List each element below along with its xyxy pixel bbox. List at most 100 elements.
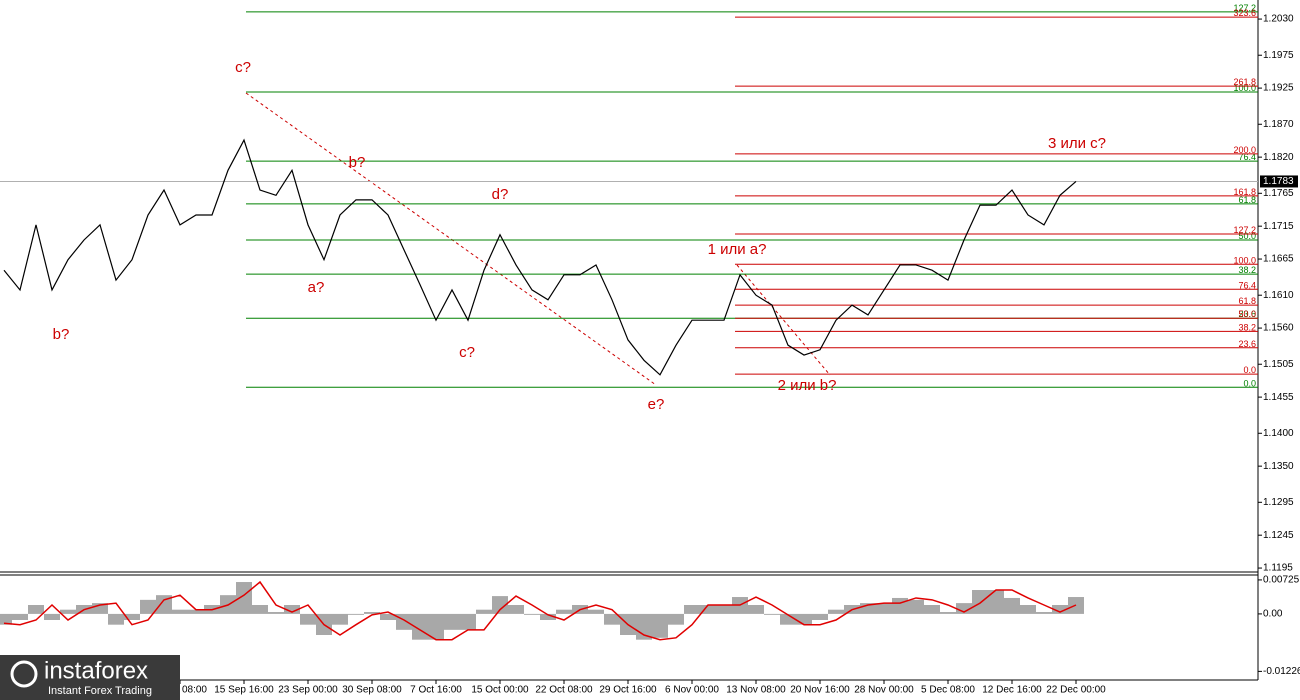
histogram-bar — [972, 590, 988, 614]
histogram-bar — [332, 613, 348, 625]
y-tick-label: 1.1715 — [1263, 221, 1294, 232]
histogram-bar — [412, 613, 428, 640]
histogram-bar — [876, 603, 892, 614]
y-tick-label: 1.1560 — [1263, 323, 1294, 334]
x-tick-label: 12 Dec 16:00 — [982, 685, 1042, 696]
y-tick-label: 1.1765 — [1263, 188, 1294, 199]
histogram-bar — [396, 613, 412, 630]
histogram-bar — [524, 613, 540, 615]
y-tick-label: 0.00 — [1263, 609, 1283, 620]
logo-tagline: Instant Forex Trading — [48, 685, 152, 697]
logo-icon — [10, 660, 38, 688]
histogram-bar — [764, 613, 780, 615]
fib-label: 100.0 — [1233, 255, 1256, 265]
y-tick-label: 1.1400 — [1263, 428, 1294, 439]
histogram-bar — [604, 613, 620, 625]
fib-label: 23.6 — [1238, 339, 1256, 349]
fib-label: 0.0 — [1243, 365, 1256, 375]
y-tick-label: 0.00725 — [1263, 575, 1300, 586]
histogram-bar — [796, 613, 812, 625]
y-tick-label: 1.1870 — [1263, 119, 1294, 130]
x-tick-label: 7 Oct 16:00 — [410, 685, 462, 696]
y-tick-label: -0.01226 — [1263, 666, 1300, 677]
fib-label: 261.8 — [1233, 77, 1256, 87]
histogram-bar — [748, 605, 764, 614]
histogram-bar — [92, 603, 108, 614]
wave-label: a? — [308, 279, 325, 296]
wave-label: c? — [235, 59, 251, 76]
histogram-bar — [556, 609, 572, 614]
histogram-bar — [124, 613, 140, 620]
y-tick-label: 1.1455 — [1263, 392, 1294, 403]
x-tick-label: 22 Dec 00:00 — [1046, 685, 1106, 696]
wave-label: e? — [648, 396, 665, 413]
x-tick-label: 30 Sep 08:00 — [342, 685, 402, 696]
fib-label: 0.0 — [1243, 378, 1256, 388]
histogram-bar — [588, 609, 604, 614]
histogram-bar — [172, 609, 188, 614]
histogram-bar — [300, 613, 316, 625]
wave-label: 3 или c? — [1048, 135, 1106, 152]
x-tick-label: 22 Oct 08:00 — [535, 685, 593, 696]
histogram-bar — [652, 613, 668, 638]
wave-label: b? — [53, 326, 70, 343]
fib-label: 161.8 — [1233, 187, 1256, 197]
histogram-bar — [508, 605, 524, 614]
fib-label: 50.0 — [1238, 309, 1256, 319]
x-tick-label: 8 Sep 08:00 — [153, 685, 207, 696]
histogram-bar — [476, 609, 492, 614]
histogram-bar — [460, 613, 476, 630]
y-tick-label: 1.1295 — [1263, 497, 1294, 508]
histogram-bar — [1004, 597, 1020, 614]
histogram-bar — [668, 613, 684, 625]
histogram-bar — [108, 613, 124, 625]
histogram-bar — [60, 609, 76, 614]
logo: instaforex Instant Forex Trading — [0, 655, 180, 700]
wave-label: 2 или b? — [778, 377, 837, 394]
histogram-bar — [44, 613, 60, 620]
y-tick-label: 1.1245 — [1263, 530, 1294, 541]
histogram-bar — [0, 613, 12, 625]
fib-label: 76.4 — [1238, 280, 1256, 290]
histogram-bar — [716, 605, 732, 614]
x-tick-label: 15 Sep 16:00 — [214, 685, 274, 696]
histogram-bar — [812, 613, 828, 620]
y-tick-label: 1.1610 — [1263, 290, 1294, 301]
histogram-bar — [860, 603, 876, 614]
fib-label: 61.8 — [1238, 296, 1256, 306]
y-tick-label: 1.2030 — [1263, 14, 1294, 25]
x-tick-label: 5 Dec 08:00 — [921, 685, 975, 696]
y-tick-label: 1.1350 — [1263, 461, 1294, 472]
histogram-bar — [428, 613, 444, 640]
x-tick-label: 28 Nov 00:00 — [854, 685, 914, 696]
histogram-bar — [684, 605, 700, 614]
histogram-bar — [252, 605, 268, 614]
histogram-bar — [892, 597, 908, 614]
last-price-box — [1260, 175, 1298, 188]
price-line — [3, 138, 1077, 376]
wave-label: d? — [492, 186, 509, 203]
histogram-bar — [828, 609, 844, 614]
histogram-bar — [12, 613, 28, 620]
last-price-label: 1.1783 — [1263, 176, 1294, 187]
histogram-bar — [908, 599, 924, 614]
fib-label: 127.2 — [1233, 3, 1256, 13]
histogram-bar — [700, 605, 716, 614]
y-tick-label: 1.1665 — [1263, 254, 1294, 265]
wave-label: c? — [459, 344, 475, 361]
histogram-bar — [940, 612, 956, 614]
signal-line — [3, 580, 1077, 641]
histogram-bar — [364, 612, 380, 614]
histogram-bar — [1036, 612, 1052, 614]
wave-line — [736, 264, 831, 376]
fib-label: 38.2 — [1238, 265, 1256, 275]
y-tick-label: 1.1975 — [1263, 50, 1294, 61]
fib-label: 100.0 — [1233, 83, 1256, 93]
wave-label: b? — [349, 154, 366, 171]
fib-label: 23.6 — [1238, 309, 1256, 319]
fib-label: 127.2 — [1233, 225, 1256, 235]
fib-label: 38.2 — [1238, 322, 1256, 332]
logo-name: instaforex — [44, 657, 148, 684]
x-tick-label: 29 Oct 16:00 — [599, 685, 657, 696]
